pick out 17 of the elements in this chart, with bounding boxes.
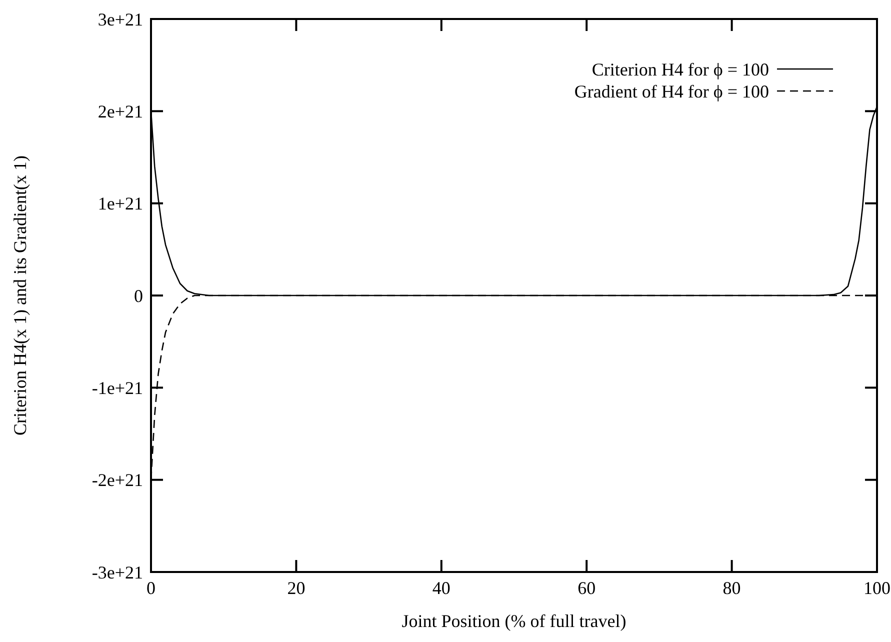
x-tick-label: 60 — [578, 578, 596, 598]
x-tick-label: 0 — [146, 578, 156, 598]
x-tick-label: 80 — [722, 578, 741, 598]
y-tick-label: -1e+21 — [92, 378, 143, 398]
x-tick-label: 100 — [864, 578, 890, 598]
legend-label: Criterion H4 for ϕ = 100 — [592, 59, 769, 80]
x-tick-label: 40 — [432, 578, 450, 598]
y-tick-label: -3e+21 — [92, 562, 143, 582]
y-axis-title: Criterion H4(x 1) and its Gradient(x 1) — [10, 156, 30, 436]
x-axis-title: Joint Position (% of full travel) — [402, 611, 626, 631]
y-tick-label: 0 — [134, 286, 143, 306]
y-tick-label: -2e+21 — [92, 470, 143, 490]
x-tick-label: 20 — [287, 578, 306, 598]
y-tick-label: 2e+21 — [98, 101, 143, 122]
legend-label: Gradient of H4 for ϕ = 100 — [574, 81, 769, 102]
y-tick-label: 3e+21 — [98, 9, 143, 30]
y-tick-label: 1e+21 — [98, 194, 143, 214]
